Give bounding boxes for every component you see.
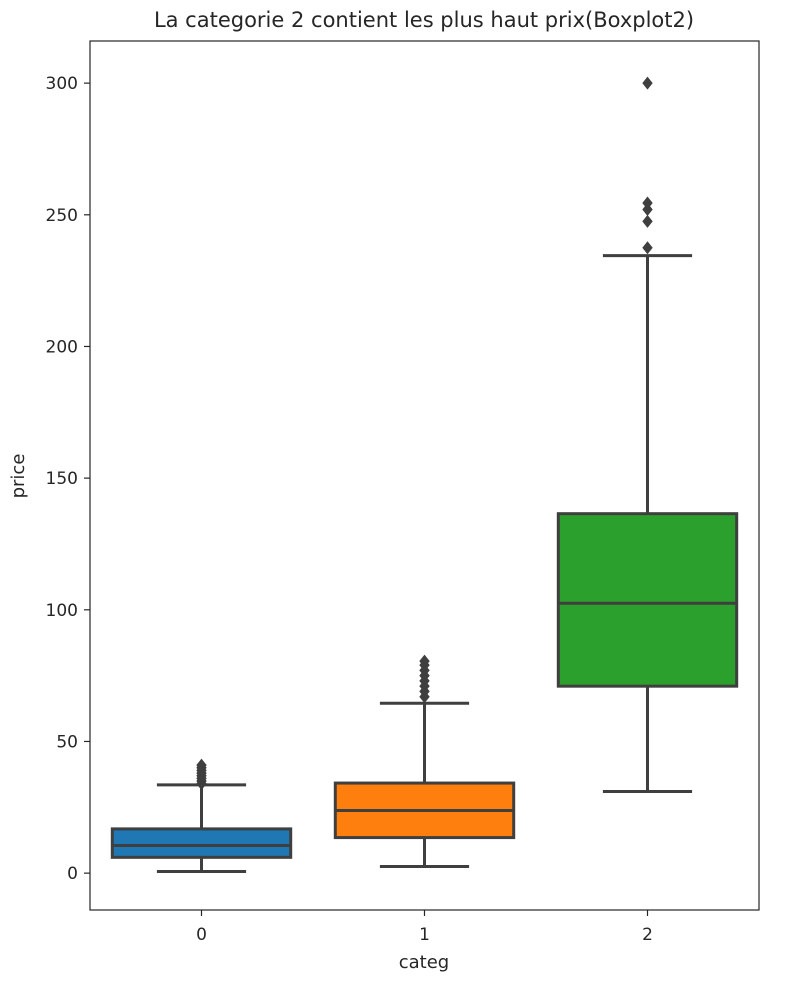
box-category-1 <box>333 654 516 869</box>
outlier-point <box>642 241 653 255</box>
box-category-2 <box>556 76 739 793</box>
iqr-box <box>556 512 739 688</box>
y-tick-label: 300 <box>46 74 78 94</box>
chart-title: La categorie 2 contient les plus haut pr… <box>154 8 694 32</box>
outlier-point <box>642 203 653 217</box>
y-axis-label: price <box>8 454 29 499</box>
y-tick-label: 150 <box>46 469 78 489</box>
outlier-point <box>419 654 430 668</box>
y-axis: 0 50 100 150 200 250 300 <box>46 74 90 884</box>
x-axis: 0 1 2 <box>196 910 653 945</box>
x-tick-label: 1 <box>419 925 430 945</box>
box-category-0 <box>110 758 293 874</box>
y-tick-label: 0 <box>67 864 78 884</box>
boxes-layer <box>110 76 739 874</box>
outlier-point <box>642 76 653 90</box>
y-tick-label: 250 <box>46 206 78 226</box>
y-tick-label: 200 <box>46 337 78 357</box>
y-tick-label: 50 <box>56 732 78 752</box>
x-tick-label: 2 <box>642 925 653 945</box>
outlier-point <box>642 196 653 210</box>
iqr-box <box>110 827 293 859</box>
outlier-point <box>642 214 653 228</box>
x-tick-label: 0 <box>196 925 207 945</box>
y-tick-label: 100 <box>46 601 78 621</box>
x-axis-label: categ <box>399 952 449 973</box>
outlier-point <box>196 758 207 772</box>
